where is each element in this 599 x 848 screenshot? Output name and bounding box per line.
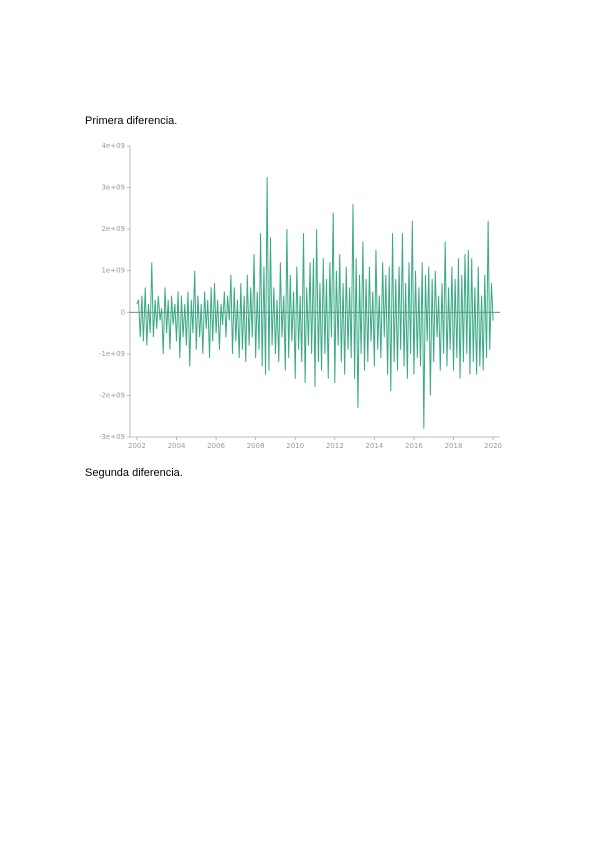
x-tick-label: 2020 bbox=[484, 442, 502, 450]
y-tick-label: 0 bbox=[121, 308, 125, 316]
x-tick-label: 2008 bbox=[247, 442, 265, 450]
y-tick-label: -3e+09 bbox=[99, 433, 125, 441]
x-tick-label: 2016 bbox=[405, 442, 423, 450]
x-tick-label: 2018 bbox=[445, 442, 463, 450]
x-tick-label: 2012 bbox=[326, 442, 344, 450]
heading: Primera diferencia. bbox=[85, 115, 178, 127]
y-tick-label: 4e+09 bbox=[101, 142, 125, 150]
y-tick-label: 3e+09 bbox=[101, 184, 125, 192]
y-tick-label: -2e+09 bbox=[99, 391, 125, 399]
data-line bbox=[136, 177, 494, 429]
y-tick-label: 1e+09 bbox=[101, 267, 125, 275]
x-tick-label: 2004 bbox=[168, 442, 186, 450]
y-tick-label: 2e+09 bbox=[101, 225, 125, 233]
x-tick-label: 2014 bbox=[365, 442, 383, 450]
x-tick-label: 2010 bbox=[286, 442, 304, 450]
heading: Segunda diferencia. bbox=[85, 467, 183, 479]
x-tick-label: 2006 bbox=[207, 442, 225, 450]
x-tick-label: 2002 bbox=[128, 442, 146, 450]
y-tick-label: -1e+09 bbox=[99, 350, 125, 358]
